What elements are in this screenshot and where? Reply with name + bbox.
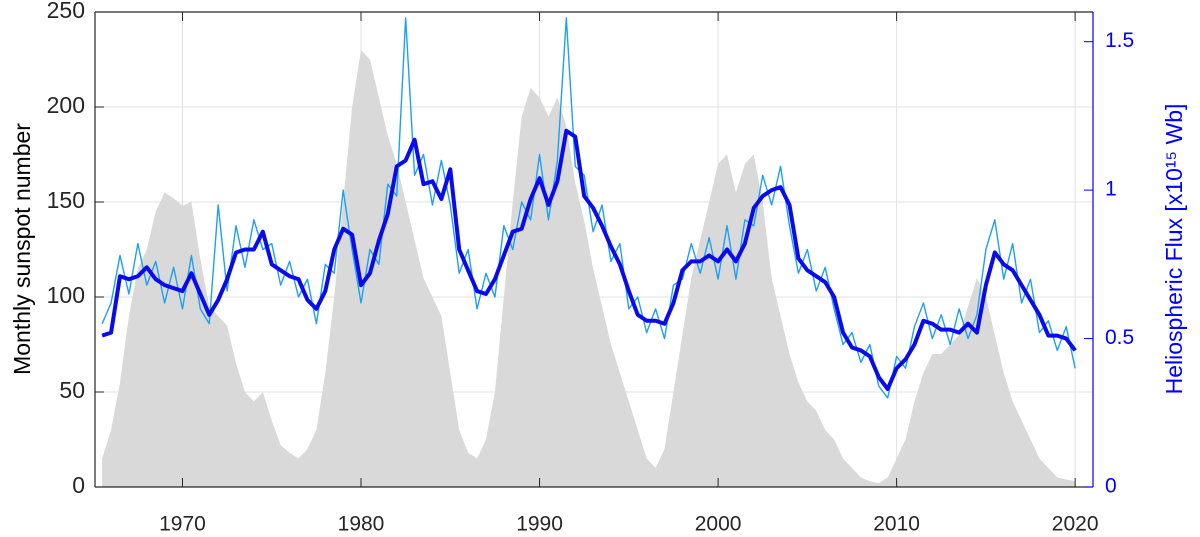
y-tick-label: 200 xyxy=(47,92,85,118)
y-tick-label: 250 xyxy=(47,0,85,23)
flux-line xyxy=(101,128,1077,392)
y-tick-label: 0 xyxy=(72,472,85,498)
y2-tick-label: 1 xyxy=(1105,178,1117,201)
y-tick-label: 150 xyxy=(47,187,85,213)
y-tick-label: 50 xyxy=(59,377,85,403)
y2-tick-label: 1.5 xyxy=(1105,29,1134,52)
y2-tick-label: 0 xyxy=(1105,475,1117,498)
x-tick-label: 2010 xyxy=(873,513,920,536)
x-tick-label: 1990 xyxy=(516,513,563,536)
y-tick-label: 100 xyxy=(47,282,85,308)
x-tick-label: 1980 xyxy=(338,513,385,536)
y-axis-label: Monthly sunspot number xyxy=(9,123,35,375)
x-tick-label: 1970 xyxy=(159,513,206,536)
sunspot-area xyxy=(102,50,1076,487)
x-tick-label: 2020 xyxy=(1052,513,1099,536)
y2-tick-label: 0.5 xyxy=(1105,326,1134,349)
x-tick-label: 2000 xyxy=(695,513,742,536)
y2-axis-label: Heliospheric Flux [x10¹⁵ Wb] xyxy=(1161,104,1187,395)
